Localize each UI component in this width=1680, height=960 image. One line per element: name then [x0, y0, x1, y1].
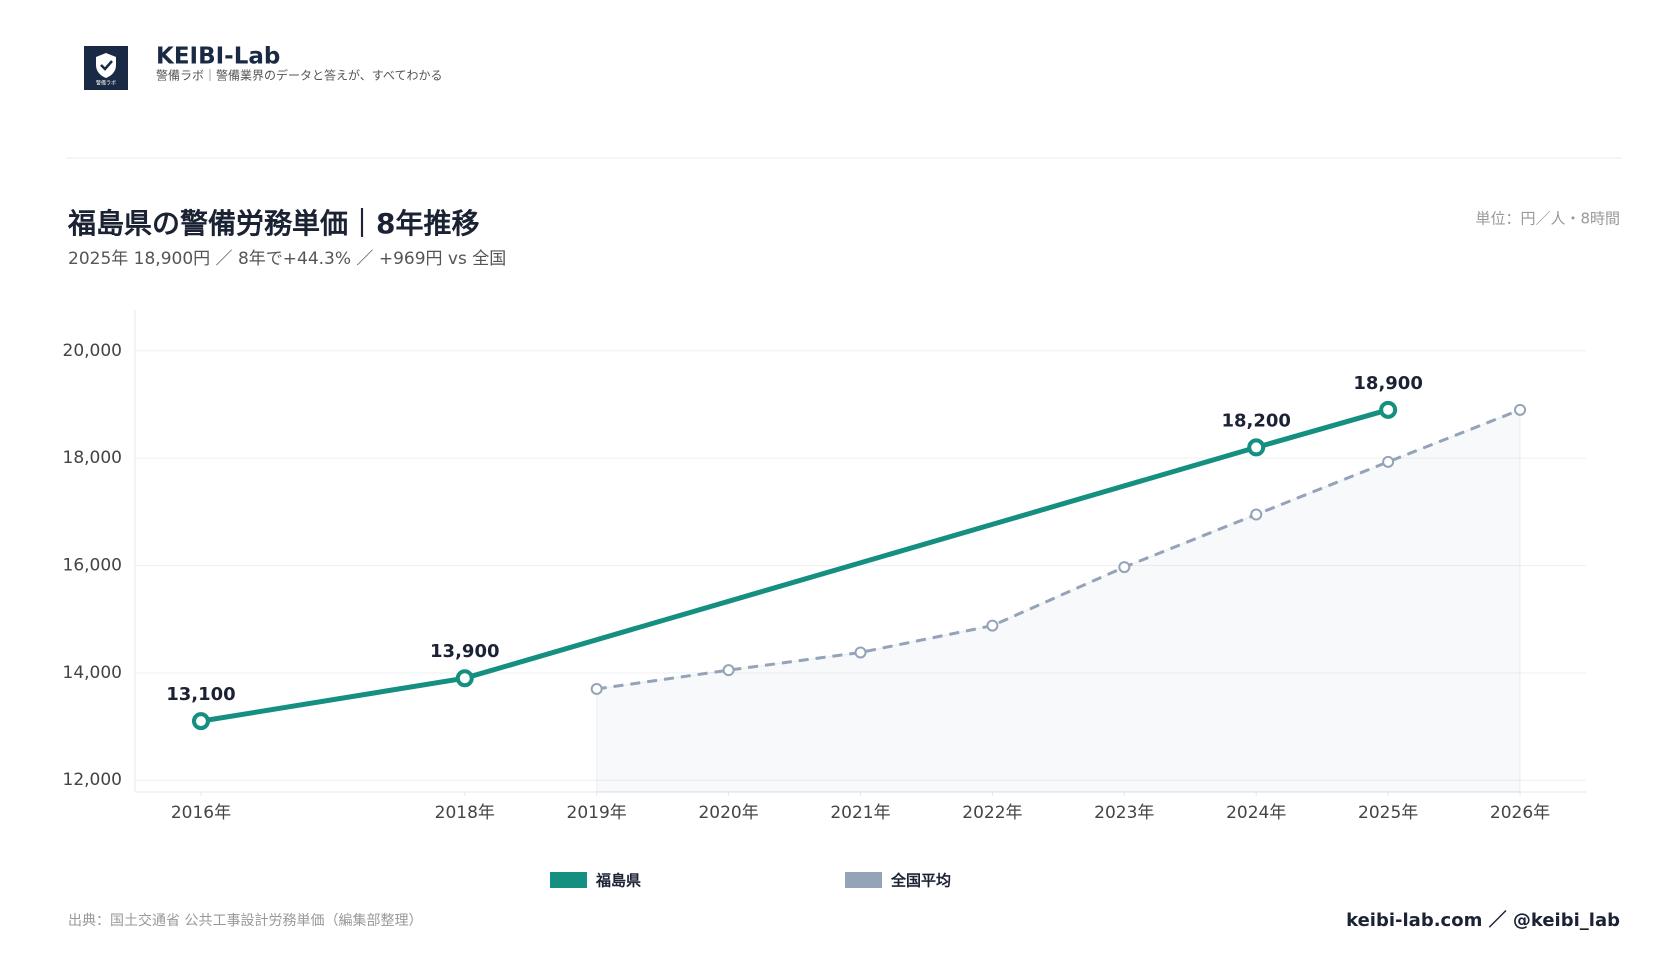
x-tick-label: 2025年 [1358, 803, 1418, 823]
logo-shield [96, 53, 116, 78]
legend-swatch [845, 872, 882, 888]
credit: keibi-lab.com ／ @keibi_lab [1346, 910, 1620, 931]
x-tick-label: 2021年 [830, 803, 890, 823]
point [1514, 403, 1527, 416]
y-tick-label: 12,000 [63, 770, 122, 790]
y-tick-label: 14,000 [63, 663, 122, 683]
point [986, 619, 999, 632]
x-tick-label: 2018年 [435, 803, 495, 823]
legend-label: 全国平均 [890, 872, 951, 890]
point [1382, 455, 1395, 468]
legend-swatch [550, 872, 587, 888]
x-tick-label: 2020年 [698, 803, 758, 823]
x-tick-label: 2026年 [1490, 803, 1550, 823]
x-tick-label: 2019年 [567, 803, 627, 823]
point [1250, 508, 1263, 521]
tagline: 警備ラボ｜警備業界のデータと答えが、すべてわかる [156, 68, 442, 83]
brand: KEIBI-Lab [156, 44, 280, 70]
x-tick-label: 2022年 [962, 803, 1022, 823]
value-label: 18,900 [1353, 373, 1422, 394]
y-tick-label: 18,000 [63, 448, 122, 468]
chart-title: 福島県の警備労務単価｜8年推移 [67, 207, 479, 240]
source: 出典：国土交通省 公共工事設計労務単価（編集部整理） [68, 912, 422, 929]
point [590, 682, 603, 695]
value-label: 13,100 [166, 684, 235, 705]
series-line [596, 408, 1521, 691]
logo-text: 警備ラボ [96, 80, 116, 87]
x-tick-label: 2023年 [1094, 803, 1154, 823]
chart-subtitle: 2025年 18,900円 ／ 8年で+44.3% ／ +969円 vs 全国 [68, 249, 506, 269]
unit: 単位：円／人・8時間 [1475, 210, 1620, 228]
point [1379, 400, 1398, 419]
y-tick-label: 16,000 [63, 555, 122, 575]
point [455, 669, 474, 688]
legend-label: 福島県 [595, 872, 641, 890]
point [191, 712, 210, 731]
point [722, 664, 735, 677]
point [854, 646, 867, 659]
x-tick-label: 2016年 [171, 803, 231, 823]
value-label: 13,900 [430, 641, 499, 662]
point [1247, 438, 1266, 457]
y-tick-label: 20,000 [63, 341, 122, 361]
point [1118, 561, 1131, 574]
logo-check [100, 60, 113, 71]
value-label: 18,200 [1221, 410, 1290, 431]
series-line [200, 407, 1389, 724]
x-tick-label: 2024年 [1226, 803, 1286, 823]
